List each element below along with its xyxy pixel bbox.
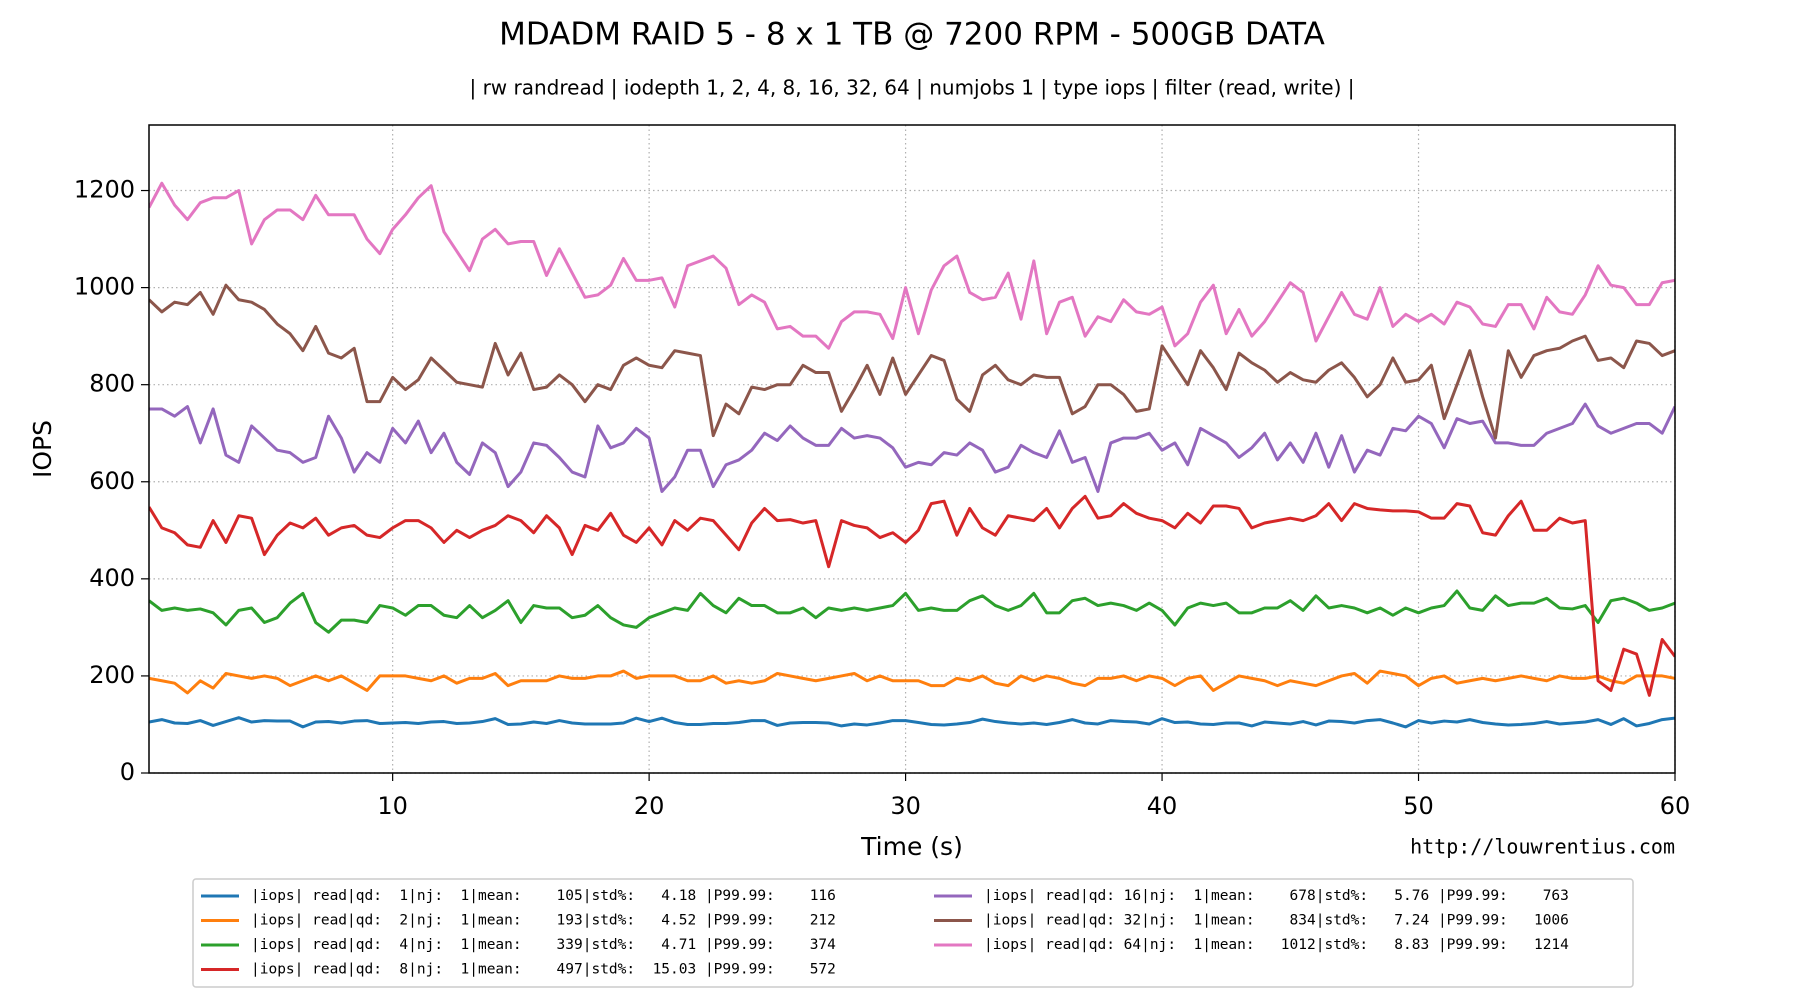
x-tick-label: 10 [377, 792, 408, 820]
x-axis-label: Time (s) [860, 832, 963, 861]
series-line [149, 283, 1675, 440]
legend-label: |iops| read|qd: 1|nj: 1|mean: 105|std%: … [251, 888, 836, 904]
series-line [149, 181, 1675, 350]
legend-label: |iops| read|qd: 64|nj: 1|mean: 1012|std%… [984, 937, 1569, 953]
series-line [149, 402, 1675, 493]
series-line [149, 716, 1675, 729]
legend-label: |iops| read|qd: 4|nj: 1|mean: 339|std%: … [251, 937, 836, 953]
chart-title: MDADM RAID 5 - 8 x 1 TB @ 7200 RPM - 500… [499, 17, 1325, 53]
series-line [149, 669, 1675, 695]
y-tick-label: 1000 [74, 273, 135, 301]
plot-frame [148, 124, 1676, 774]
y-axis-label: IOPS [28, 420, 57, 478]
x-tick-label: 20 [634, 792, 665, 820]
y-tick-label: 1200 [74, 176, 135, 204]
y-tick-label: 800 [89, 370, 135, 398]
legend-box [192, 878, 1634, 988]
y-tick-label: 400 [89, 564, 135, 592]
y-tick-label: 200 [89, 661, 135, 689]
series-line [149, 494, 1675, 697]
x-tick-label: 50 [1403, 792, 1434, 820]
legend-label: |iops| read|qd: 8|nj: 1|mean: 497|std%: … [251, 962, 836, 978]
x-tick-label: 60 [1660, 792, 1691, 820]
legend-label: |iops| read|qd: 32|nj: 1|mean: 834|std%:… [984, 913, 1569, 929]
x-tick-label: 40 [1147, 792, 1178, 820]
legend-label: |iops| read|qd: 2|nj: 1|mean: 193|std%: … [251, 913, 836, 929]
x-tick-label: 30 [890, 792, 921, 820]
legend-label: |iops| read|qd: 16|nj: 1|mean: 678|std%:… [984, 888, 1569, 904]
series-line [149, 589, 1675, 634]
y-tick-label: 0 [120, 758, 135, 786]
annotation: http://louwrentius.com [1410, 835, 1675, 859]
y-tick-label: 600 [89, 467, 135, 495]
chart-subtitle: | rw randread | iodepth 1, 2, 4, 8, 16, … [469, 76, 1354, 100]
